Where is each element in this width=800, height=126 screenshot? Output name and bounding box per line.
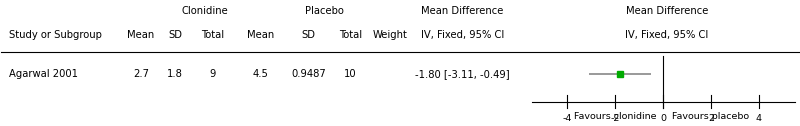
Text: IV, Fixed, 95% CI: IV, Fixed, 95% CI xyxy=(421,30,504,40)
Text: Mean: Mean xyxy=(127,30,154,40)
Text: -4: -4 xyxy=(562,114,572,123)
Text: SD: SD xyxy=(302,30,315,40)
Text: SD: SD xyxy=(168,30,182,40)
Text: Clonidine: Clonidine xyxy=(182,6,228,16)
Text: -1.80 [-3.11, -0.49]: -1.80 [-3.11, -0.49] xyxy=(415,69,510,79)
Text: 0.9487: 0.9487 xyxy=(291,69,326,79)
Text: 0: 0 xyxy=(660,114,666,123)
Text: Mean: Mean xyxy=(247,30,274,40)
Text: Mean Difference: Mean Difference xyxy=(626,6,708,16)
Text: IV, Fixed, 95% CI: IV, Fixed, 95% CI xyxy=(626,30,709,40)
Text: -2: -2 xyxy=(610,114,620,123)
Text: 1.8: 1.8 xyxy=(167,69,183,79)
Text: Favours clonidine: Favours clonidine xyxy=(574,112,657,121)
Text: Agarwal 2001: Agarwal 2001 xyxy=(10,69,78,79)
Text: Study or Subgroup: Study or Subgroup xyxy=(10,30,102,40)
Text: Favours placebo: Favours placebo xyxy=(672,112,750,121)
Text: Mean Difference: Mean Difference xyxy=(421,6,503,16)
Text: 4.5: 4.5 xyxy=(253,69,269,79)
Text: Placebo: Placebo xyxy=(305,6,344,16)
Text: 2: 2 xyxy=(708,114,714,123)
Text: 9: 9 xyxy=(210,69,216,79)
Text: Total: Total xyxy=(339,30,362,40)
Text: Total: Total xyxy=(201,30,224,40)
Text: Weight: Weight xyxy=(373,30,408,40)
Text: 4: 4 xyxy=(756,114,762,123)
Text: 2.7: 2.7 xyxy=(133,69,149,79)
Text: 10: 10 xyxy=(344,69,357,79)
